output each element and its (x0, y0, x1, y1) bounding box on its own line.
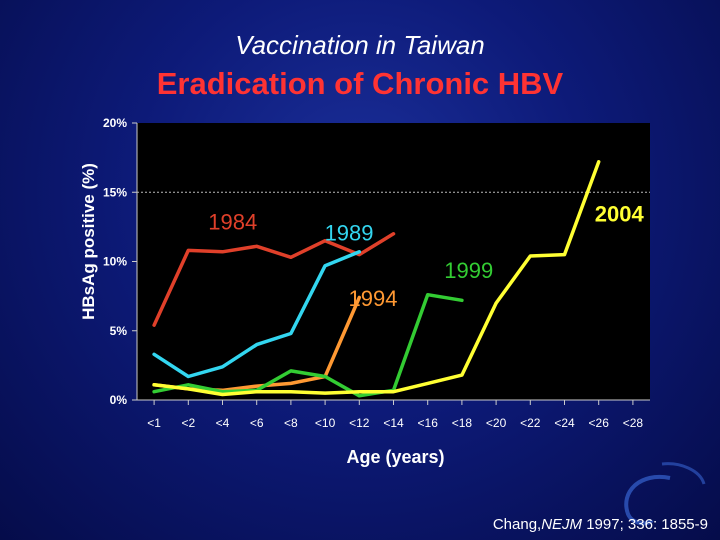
citation-journal: NEJM (541, 516, 583, 533)
x-tick-label: <8 (284, 416, 298, 430)
y-tick-label: 5% (110, 324, 128, 338)
x-tick-label: <18 (452, 416, 473, 430)
series-annotation: 2004 (595, 201, 645, 226)
axes: 0% 5% 10% 15% 20% <1 <2 <4 <6 <8 <10 <12 <14 <16 <18 <2… (103, 116, 650, 430)
x-axis-label: Age (years) (346, 447, 444, 467)
x-tick-label: <24 (554, 416, 575, 430)
series-annotation: 1999 (444, 258, 493, 283)
x-tick-label: <10 (315, 416, 336, 430)
y-tick-label: 10% (103, 255, 127, 269)
series-annotation: 1984 (208, 210, 257, 235)
x-tick-label: <1 (147, 416, 161, 430)
journal-logo (624, 462, 706, 526)
x-tick-label: <12 (349, 416, 370, 430)
x-tick-label: <22 (520, 416, 541, 430)
series-annotation: 1994 (349, 286, 398, 311)
y-tick-label: 20% (103, 116, 127, 130)
series-group (152, 160, 601, 398)
chart-subtitle: Vaccination in Taiwan (235, 30, 485, 60)
citation-ref: 1997; 336: 1855-9 (582, 516, 708, 533)
series-annotation: 1989 (325, 221, 374, 246)
y-tick-label: 15% (103, 185, 127, 199)
plot-area (137, 123, 650, 400)
x-tick-label: <2 (181, 416, 195, 430)
y-tick-label: 0% (110, 393, 128, 407)
x-tick-label: <16 (418, 416, 439, 430)
x-tick-label: <4 (216, 416, 230, 430)
citation: Chang,NEJM 1997; 336: 1855-9 (493, 516, 708, 533)
series-line-2004 (152, 160, 601, 397)
x-tick-label: <20 (486, 416, 507, 430)
x-tick-label: <26 (589, 416, 610, 430)
annotations-group: 1984 1989 1994 1999 2004 (208, 201, 644, 310)
series-line-1989 (152, 250, 362, 379)
x-tick-label: <28 (623, 416, 644, 430)
series-line-1999 (152, 292, 464, 398)
x-tick-label: <14 (383, 416, 404, 430)
y-axis-label: HBsAg positive (%) (79, 163, 98, 320)
citation-author: Chang, (492, 516, 542, 533)
chart-title: Eradication of Chronic HBV (156, 66, 564, 101)
x-tick-label: <6 (250, 416, 264, 430)
